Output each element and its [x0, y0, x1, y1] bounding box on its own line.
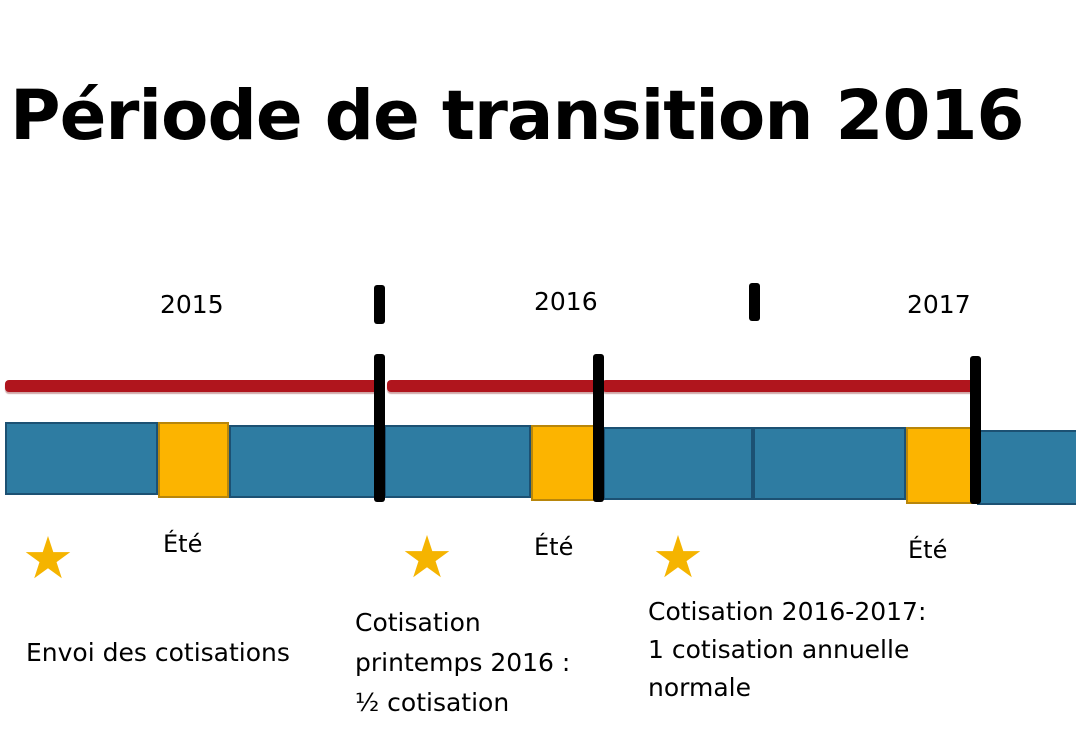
- note-line: 1 cotisation annuelle: [648, 635, 910, 664]
- year-label-2017: 2017: [907, 290, 971, 319]
- star-icon: ★: [22, 526, 74, 591]
- star-icon: ★: [401, 525, 453, 590]
- note-line: Cotisation 2016-2017:: [648, 597, 927, 626]
- note-sending-contributions: Envoi des cotisations: [26, 638, 290, 667]
- summer-label: Été: [908, 536, 948, 564]
- timeline-segment: [384, 425, 531, 498]
- year-separator-tick: [374, 285, 385, 324]
- timeline-segment: [977, 430, 1076, 505]
- summer-segment: [906, 427, 977, 504]
- note-spring-2016: Cotisation printemps 2016 : ½ cotisation: [355, 603, 570, 723]
- note-line: ½ cotisation: [355, 688, 510, 717]
- summer-label: Été: [163, 530, 203, 558]
- period-bar-2016-2017: [602, 380, 975, 392]
- note-line: Cotisation: [355, 608, 481, 637]
- page-title: Période de transition 2016: [10, 76, 1025, 156]
- year-separator-tick: [749, 283, 760, 321]
- note-line: printemps 2016 :: [355, 648, 571, 677]
- timeline-segment: [753, 427, 906, 500]
- timeline-segment: [229, 425, 384, 498]
- year-label-2015: 2015: [160, 290, 224, 319]
- year-boundary-divider: [593, 354, 604, 502]
- year-boundary-divider: [970, 356, 981, 504]
- note-line: normale: [648, 673, 751, 702]
- summer-segment: [158, 422, 229, 498]
- summer-label: Été: [534, 533, 574, 561]
- summer-segment: [531, 425, 603, 501]
- star-icon: ★: [652, 525, 704, 590]
- timeline-segment: [5, 422, 158, 495]
- year-label-2016: 2016: [534, 287, 598, 316]
- period-bar-2015: [5, 380, 378, 392]
- timeline-segment: [603, 427, 753, 500]
- period-bar-spring-2016: [387, 380, 597, 392]
- year-boundary-divider: [374, 354, 385, 502]
- note-annual-2016-2017: Cotisation 2016-2017: 1 cotisation annue…: [648, 593, 926, 707]
